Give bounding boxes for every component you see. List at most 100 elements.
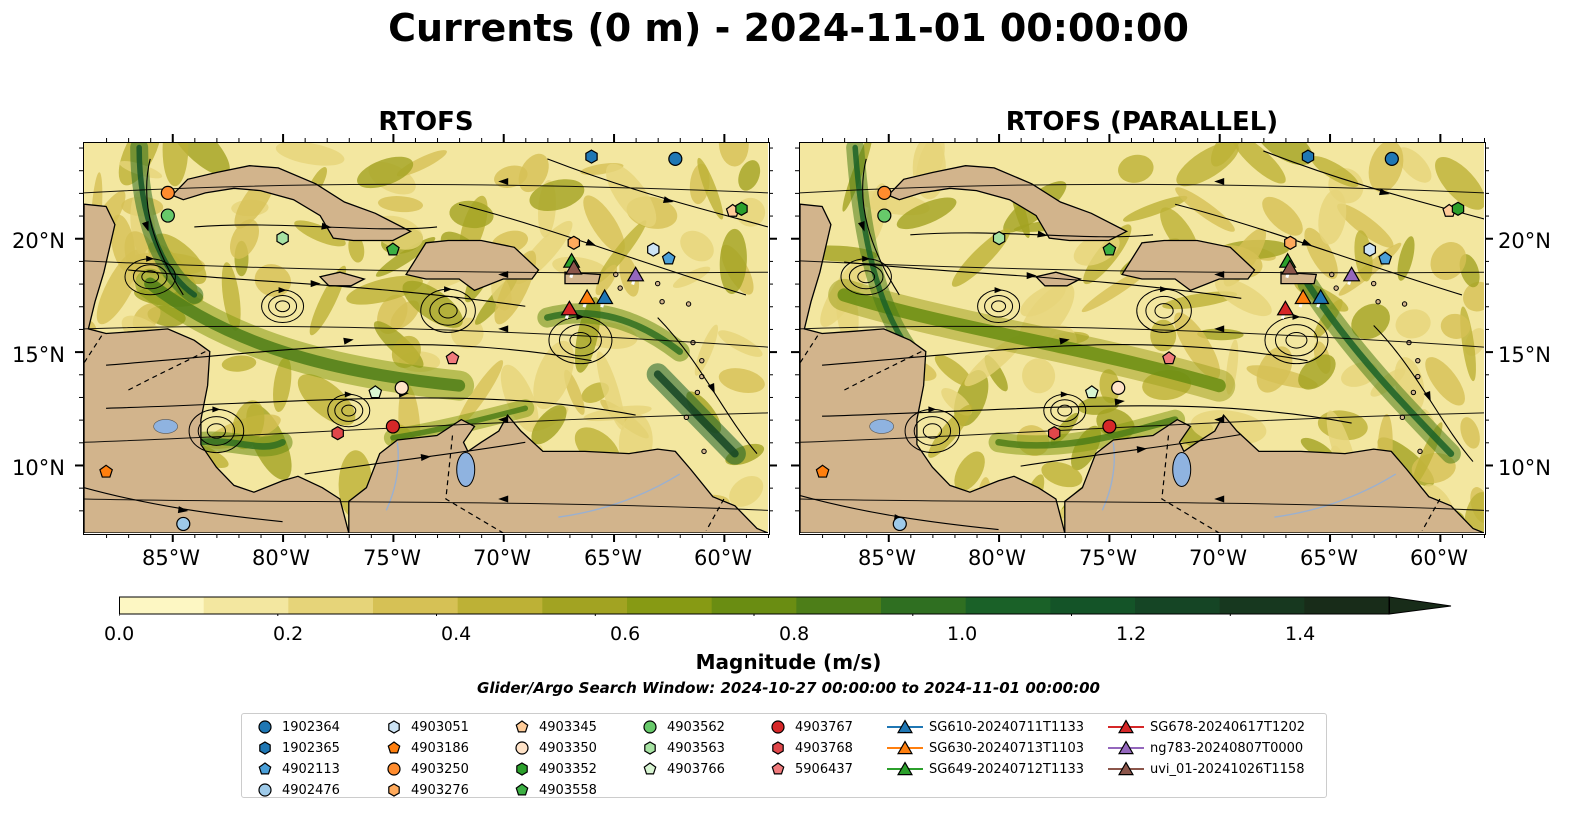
streamline-arrow [1060, 391, 1069, 398]
current-speed-patch [1440, 313, 1471, 339]
land-polygon [405, 239, 540, 292]
island [1370, 280, 1377, 287]
current-speed-patch [375, 237, 436, 277]
float-marker-icon [258, 762, 272, 775]
island [694, 389, 701, 396]
legend-item: SG649-20240712T1133 [887, 759, 1084, 779]
streamline-arrow [1379, 188, 1390, 196]
legend-item-label: SG678-20240617T1202 [1150, 719, 1306, 735]
float-marker-icon [644, 741, 656, 755]
legend-item: 4902476 [254, 780, 340, 800]
colorbar [118, 596, 1454, 620]
legend-triangle-icon [897, 719, 913, 734]
legend-item-label: 5906437 [795, 761, 853, 777]
right-lat-label: 15°N [1498, 343, 1551, 367]
eddy-streamline [984, 294, 1014, 318]
colorbar-segment [1219, 597, 1305, 614]
current-speed-patch [1354, 230, 1373, 282]
legend-item-label: 4903562 [667, 719, 725, 735]
legend-triangle-icon [897, 761, 913, 776]
eddy-streamline [857, 270, 876, 284]
argo-float-4903767 [385, 419, 401, 434]
eddy-streamline [429, 295, 467, 326]
current-speed-patch [718, 330, 763, 357]
legend-hexagon-icon [388, 783, 400, 797]
current-speed-patch [1255, 143, 1313, 166]
current-speed-patch [697, 157, 724, 220]
current-speed-patch [533, 340, 575, 410]
streamline-arrow [1136, 446, 1147, 454]
glider-marker-icon [887, 740, 923, 755]
legend-item: 4903345 [511, 717, 597, 737]
map-panel-rtofs-parallel[interactable] [799, 142, 1486, 535]
float-marker-icon [388, 720, 400, 734]
argo-float-4903276 [1284, 235, 1297, 250]
argo-float-1902364 [1384, 151, 1399, 166]
streamline-arrow [1214, 178, 1225, 185]
argo-float-4903563 [276, 231, 289, 246]
argo-float-4902476 [892, 516, 907, 532]
legend-item-label: 4903352 [539, 761, 597, 777]
argo-float-4903186 [815, 464, 830, 478]
legend-item: 4903558 [511, 780, 597, 800]
streamline-arrow [1037, 230, 1048, 238]
eddy-streamline [334, 399, 364, 422]
legend-item: 4903768 [767, 738, 853, 758]
current-speed-patch [1430, 242, 1467, 280]
colorbar-tick: 0.4 [441, 623, 472, 645]
current-speed-patch [229, 219, 260, 259]
streamline-arrow [1214, 271, 1225, 278]
eddy-streamline [1274, 324, 1318, 357]
float-marker-icon [516, 762, 528, 776]
current-speed-patch [457, 360, 504, 427]
eddy-streamline [922, 423, 942, 439]
right-lon-label: 65°W [1300, 546, 1358, 570]
colorbar-segment [881, 597, 967, 614]
colorbar-segment [1050, 597, 1136, 614]
eddy-streamline [1050, 399, 1080, 422]
legend-triangle-icon [1118, 740, 1134, 755]
float-marker-icon [772, 741, 784, 755]
glider-SG630-20240713T1103 [1294, 288, 1312, 305]
colorbar-tick: 1.0 [947, 623, 978, 645]
current-speed-patch [1397, 236, 1415, 281]
current-speed-patch [1175, 187, 1235, 232]
current-speed-patch [680, 230, 714, 262]
streamline-arrow [1292, 313, 1301, 320]
left-panel-title: RTOFS [378, 107, 474, 137]
current-speed-patch [738, 160, 761, 191]
island [1410, 389, 1417, 396]
current-speed-patch [518, 153, 549, 193]
argo-float-1902364 [668, 151, 683, 166]
streamline-arrow [212, 406, 221, 413]
legend-circle-icon [258, 720, 272, 734]
streamline [822, 344, 1308, 366]
right-lon-label: 60°W [1410, 546, 1468, 570]
current-speed-patch [162, 143, 189, 187]
right-lat-label: 10°N [1498, 456, 1551, 480]
land-polygon [84, 203, 350, 533]
argo-float-4903051 [647, 242, 660, 257]
streamline [84, 325, 768, 348]
current-speed-patch [1022, 358, 1056, 394]
legend-item: 4903352 [511, 759, 597, 779]
legend-item-label: SG630-20240713T1103 [929, 740, 1085, 756]
legend-item-label: 4903766 [667, 761, 725, 777]
legend-item-label: SG610-20240711T1133 [929, 719, 1085, 735]
argo-float-4903767 [1102, 419, 1117, 434]
map-panel-rtofs[interactable] [83, 142, 770, 535]
streamline-arrow [141, 221, 149, 232]
land-polygon [564, 271, 602, 285]
legend-item-label: 1902364 [282, 719, 340, 735]
current-speed-patch [377, 196, 424, 213]
argo-float-4903276 [567, 235, 581, 250]
colorbar-segment [373, 597, 459, 614]
current-speed-patch [934, 354, 973, 387]
streamline-arrow [1214, 495, 1225, 503]
legend-item: 4903562 [639, 717, 725, 737]
legend-item-label: 4903051 [411, 719, 469, 735]
current-speed-patch [1118, 154, 1154, 183]
streamline [106, 344, 592, 366]
eddy-streamline [132, 264, 168, 290]
legend-item-label: 4903250 [411, 761, 469, 777]
